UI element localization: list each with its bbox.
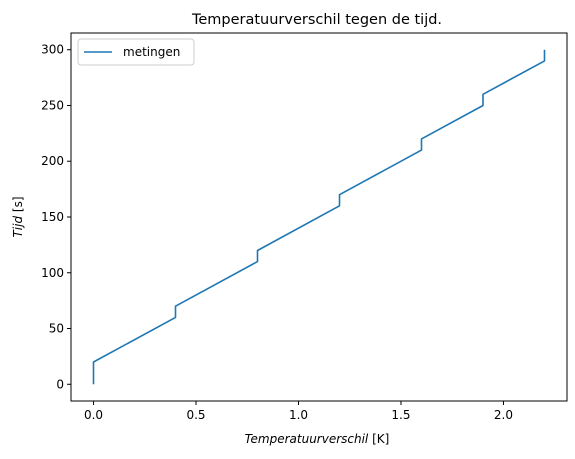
y-axis-label: Tijd [s] xyxy=(11,196,25,237)
y-tick-label: 0 xyxy=(56,377,64,391)
x-tick-label: 2.0 xyxy=(494,408,513,422)
series-layer xyxy=(92,49,546,385)
x-axis-ticks: 0.0 0.5 1.0 1.5 2.0 xyxy=(84,401,513,422)
x-axis-label-variable: Temperatuurverschil xyxy=(245,432,369,446)
y-tick-label: 250 xyxy=(41,98,64,112)
y-tick-label: 150 xyxy=(41,210,64,224)
x-tick-label: 1.5 xyxy=(391,408,410,422)
x-axis-label: Temperatuurverschil [K] xyxy=(245,432,390,446)
x-tick-label: 0.0 xyxy=(84,408,103,422)
y-axis-ticks: 0 50 100 150 200 250 300 xyxy=(41,43,71,391)
x-axis-label-unit: [K] xyxy=(368,432,389,446)
y-axis-label-variable: Tijd xyxy=(11,216,25,238)
x-tick-label: 1.0 xyxy=(289,408,308,422)
chart-title: Temperatuurverschil tegen de tijd. xyxy=(191,12,442,28)
legend-box xyxy=(77,38,195,66)
y-tick-label: 300 xyxy=(41,43,64,57)
series-line-metingen xyxy=(92,49,546,385)
x-tick-label: 0.5 xyxy=(186,408,205,422)
y-tick-label: 200 xyxy=(41,154,64,168)
legend-label-metingen: metingen xyxy=(123,45,180,59)
y-tick-label: 100 xyxy=(41,266,64,280)
y-axis-label-unit: [s] xyxy=(11,196,25,215)
legend: metingen xyxy=(77,38,195,66)
y-tick-label: 50 xyxy=(49,322,64,336)
